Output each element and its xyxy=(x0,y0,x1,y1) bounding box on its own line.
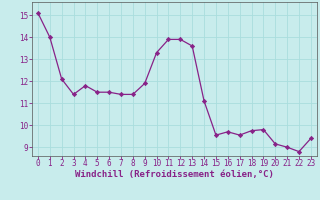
X-axis label: Windchill (Refroidissement éolien,°C): Windchill (Refroidissement éolien,°C) xyxy=(75,170,274,179)
